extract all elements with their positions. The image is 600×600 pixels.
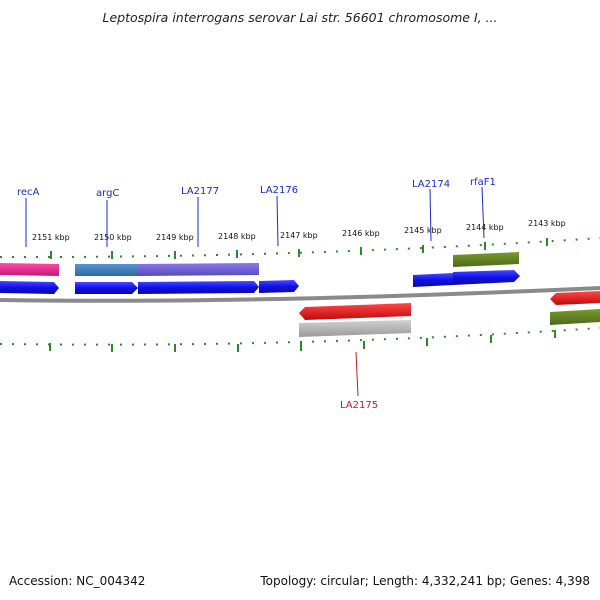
- cds-arrow-argC[interactable]: [75, 282, 138, 294]
- map-title: Leptospira interrogans serovar Lai str. …: [102, 10, 498, 25]
- feature-LA2175-gene[interactable]: [299, 320, 411, 337]
- inner-scale-ruler: [0, 327, 600, 352]
- cds-track-forward: [0, 270, 520, 294]
- feature-argC-gene[interactable]: [75, 264, 138, 276]
- cds-arrow-LA2174[interactable]: [413, 273, 453, 287]
- cds-arrow-LA2176[interactable]: [259, 280, 299, 293]
- gene-label-LA2174[interactable]: LA2174: [412, 179, 450, 190]
- gene-label-rfaF1[interactable]: rfaF1: [470, 177, 496, 188]
- cds-track-reverse: [299, 291, 600, 337]
- scale-label: 2145 kbp: [404, 226, 442, 235]
- gene-labels: recA argC LA2177 LA2176 LA2174 rfaF1 LA2…: [17, 177, 496, 411]
- gene-label-argC[interactable]: argC: [96, 188, 119, 199]
- feature-recA-gene[interactable]: [0, 263, 59, 276]
- feature-track-outer: [0, 252, 519, 276]
- cds-arrow-recA[interactable]: [0, 281, 59, 294]
- gene-label-LA2175[interactable]: LA2175: [340, 400, 378, 411]
- scale-label: 2149 kbp: [156, 233, 194, 242]
- cds-arrow-LA2177[interactable]: [138, 281, 259, 294]
- scale-label: 2143 kbp: [528, 219, 566, 228]
- topology-text: Topology: circular; Length: 4,332,241 bp…: [260, 574, 590, 588]
- label-leaders: [25, 186, 485, 397]
- scale-label: 2150 kbp: [94, 233, 132, 242]
- scale-label: 2144 kbp: [466, 223, 504, 232]
- scale-label: 2147 kbp: [280, 231, 318, 240]
- gene-label-recA[interactable]: recA: [17, 187, 40, 198]
- cds-arrow-LA2175[interactable]: [299, 303, 411, 320]
- chromosome-backbone: [0, 286, 600, 303]
- scale-label: 2151 kbp: [32, 233, 70, 242]
- feature-rfaF1-gene[interactable]: [453, 252, 519, 267]
- gene-label-LA2177[interactable]: LA2177: [181, 186, 219, 197]
- feature-right-edge[interactable]: [550, 309, 600, 325]
- gene-label-LA2176[interactable]: LA2176: [260, 185, 298, 196]
- feature-LA2177-gene[interactable]: [138, 263, 259, 276]
- scale-label: 2146 kbp: [342, 229, 380, 238]
- cds-arrow-rfaF1[interactable]: [453, 270, 520, 285]
- cds-arrow-right-edge[interactable]: [550, 291, 600, 305]
- outer-scale-ruler: [0, 237, 600, 259]
- accession-text: Accession: NC_004342: [9, 574, 146, 588]
- scale-label: 2148 kbp: [218, 232, 256, 241]
- scale-labels: 2151 kbp 2150 kbp 2149 kbp 2148 kbp 2147…: [32, 219, 566, 242]
